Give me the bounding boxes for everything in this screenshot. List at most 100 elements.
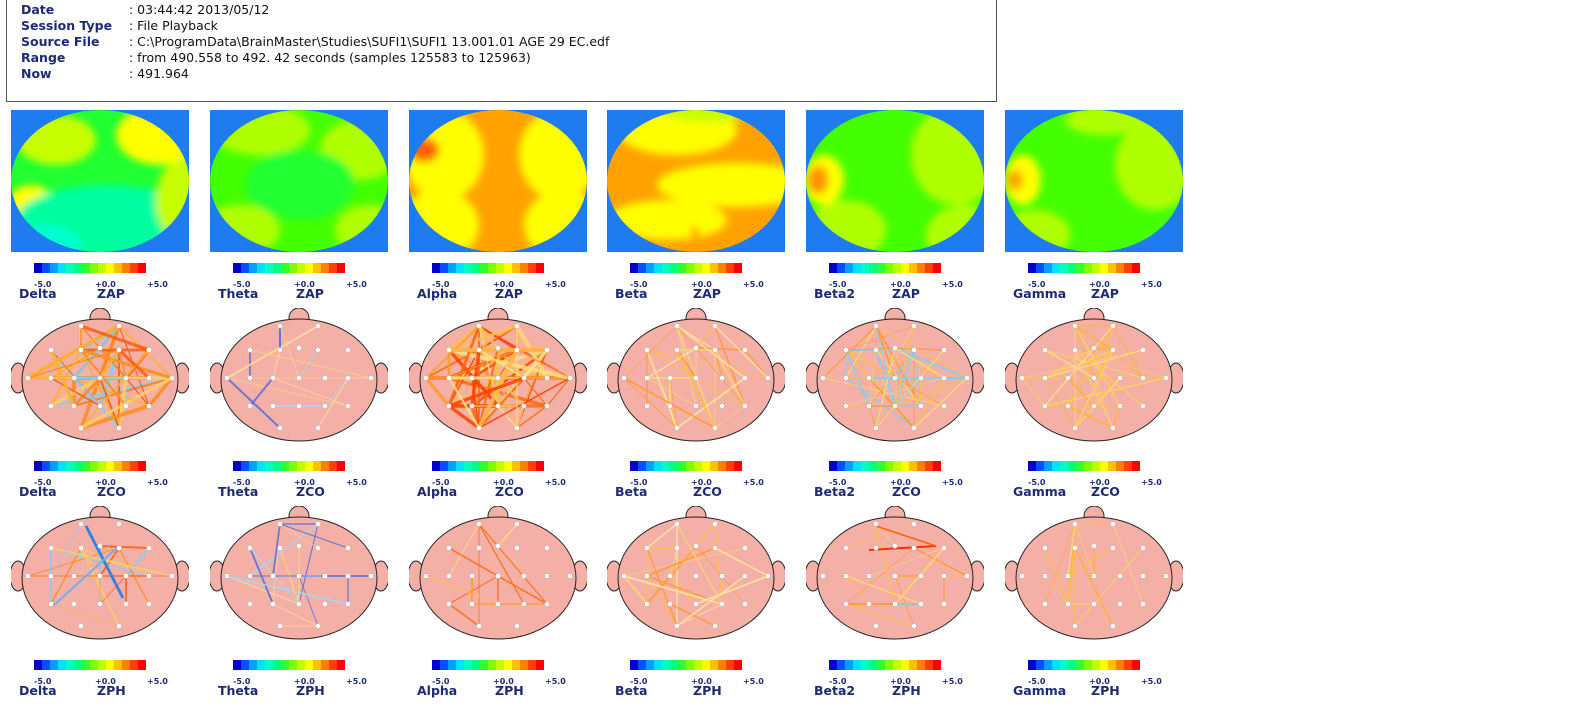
colorbar-swatch xyxy=(670,461,678,471)
colorbar-swatch xyxy=(241,263,249,273)
colorbar-swatch xyxy=(464,660,472,670)
colorbar-swatch xyxy=(1068,263,1076,273)
colorbar-swatch xyxy=(106,461,114,471)
colorbar-swatch xyxy=(122,461,130,471)
colorbar-swatch xyxy=(432,660,440,670)
colorbar-swatch xyxy=(50,461,58,471)
alpha-zap-map xyxy=(409,110,587,252)
colorbar-swatch xyxy=(893,263,901,273)
scale-min-label: -5.0 xyxy=(233,280,251,289)
alpha-zap-color-scale: -5.0 +0.0 +5.0 Alpha ZAP xyxy=(409,263,599,303)
colorbar-swatch xyxy=(933,263,941,273)
delta-zap-map xyxy=(11,110,189,252)
alpha-zco-map xyxy=(409,308,587,442)
colorbar-swatch xyxy=(281,263,289,273)
band-label: Theta xyxy=(218,286,259,301)
colorbar-swatch xyxy=(1092,660,1100,670)
colorbar-swatch xyxy=(512,263,520,273)
colorbar xyxy=(34,660,146,670)
colorbar-swatch xyxy=(520,263,528,273)
colorbar-swatch xyxy=(297,461,305,471)
band-label: Gamma xyxy=(1013,683,1067,698)
colorbar xyxy=(432,660,544,670)
colorbar-swatch xyxy=(313,263,321,273)
colorbar-swatch xyxy=(528,660,536,670)
colorbar-swatch xyxy=(1068,461,1076,471)
colorbar-swatch xyxy=(670,263,678,273)
colorbar-swatch xyxy=(536,461,544,471)
colorbar-swatch xyxy=(726,660,734,670)
colorbar-swatch xyxy=(638,461,646,471)
colorbar-swatch xyxy=(321,263,329,273)
colorbar-swatch xyxy=(472,461,480,471)
beta2-zap-color-scale: -5.0 +0.0 +5.0 Beta2 ZAP xyxy=(806,263,996,303)
band-label: Gamma xyxy=(1013,286,1067,301)
scale-max-label: +5.0 xyxy=(545,478,566,487)
colorbar-swatch xyxy=(472,660,480,670)
colorbar-swatch xyxy=(662,660,670,670)
band-label: Delta xyxy=(19,683,57,698)
colorbar-swatch xyxy=(662,263,670,273)
colorbar-swatch xyxy=(877,461,885,471)
colorbar-swatch xyxy=(528,263,536,273)
colorbar-swatch xyxy=(74,263,82,273)
scale-min-label: -5.0 xyxy=(34,280,52,289)
colorbar-swatch xyxy=(909,461,917,471)
colorbar-swatch xyxy=(281,461,289,471)
colorbar-swatch xyxy=(58,263,66,273)
colorbar-swatch xyxy=(646,461,654,471)
colorbar-swatch xyxy=(885,461,893,471)
scale-max-label: +5.0 xyxy=(743,478,764,487)
colorbar-swatch xyxy=(472,263,480,273)
scale-max-label: +5.0 xyxy=(346,478,367,487)
band-label: Beta2 xyxy=(814,484,856,499)
scale-min-label: -5.0 xyxy=(630,478,648,487)
colorbar-swatch xyxy=(1084,660,1092,670)
colorbar-swatch xyxy=(1060,660,1068,670)
colorbar-swatch xyxy=(106,263,114,273)
colorbar-swatch xyxy=(289,660,297,670)
gamma-zap-color-scale: -5.0 +0.0 +5.0 Gamma ZAP xyxy=(1005,263,1195,303)
delta-zph-color-scale: -5.0 +0.0 +5.0 Delta ZPH xyxy=(11,660,201,700)
colorbar-swatch xyxy=(42,263,50,273)
colorbar-swatch xyxy=(249,660,257,670)
scale-mid-label: +0.0 xyxy=(890,280,911,289)
colorbar-swatch xyxy=(710,263,718,273)
metric-label: ZPH xyxy=(693,683,722,698)
colorbar-swatch xyxy=(504,660,512,670)
colorbar-swatch xyxy=(901,461,909,471)
colorbar-swatch xyxy=(138,263,146,273)
metric-label: ZAP xyxy=(693,286,721,301)
colorbar-swatch xyxy=(702,660,710,670)
colorbar-swatch xyxy=(686,461,694,471)
scale-mid-label: +0.0 xyxy=(890,478,911,487)
colorbar-swatch xyxy=(1084,461,1092,471)
colorbar-swatch xyxy=(1100,461,1108,471)
colorbar-swatch xyxy=(861,461,869,471)
scale-min-label: -5.0 xyxy=(630,677,648,686)
scale-max-label: +5.0 xyxy=(147,280,168,289)
colorbar-swatch xyxy=(512,660,520,670)
colorbar-swatch xyxy=(241,660,249,670)
band-label: Alpha xyxy=(417,683,458,698)
scale-min-label: -5.0 xyxy=(829,280,847,289)
colorbar-swatch xyxy=(726,263,734,273)
colorbar-swatch xyxy=(504,263,512,273)
colorbar-swatch xyxy=(289,461,297,471)
colorbar-swatch xyxy=(337,461,345,471)
info-key: Source File xyxy=(21,34,100,49)
colorbar-swatch xyxy=(488,461,496,471)
colorbar-swatch xyxy=(50,660,58,670)
alpha-zph-color-scale: -5.0 +0.0 +5.0 Alpha ZPH xyxy=(409,660,599,700)
colorbar-swatch xyxy=(66,660,74,670)
colorbar-swatch xyxy=(1124,660,1132,670)
scale-min-label: -5.0 xyxy=(1028,677,1046,686)
colorbar-swatch xyxy=(694,660,702,670)
colorbar-swatch xyxy=(853,461,861,471)
colorbar-swatch xyxy=(34,263,42,273)
info-key: Now xyxy=(21,66,52,81)
colorbar-swatch xyxy=(837,660,845,670)
scale-mid-label: +0.0 xyxy=(890,677,911,686)
band-label: Theta xyxy=(218,484,259,499)
colorbar-swatch xyxy=(1116,660,1124,670)
